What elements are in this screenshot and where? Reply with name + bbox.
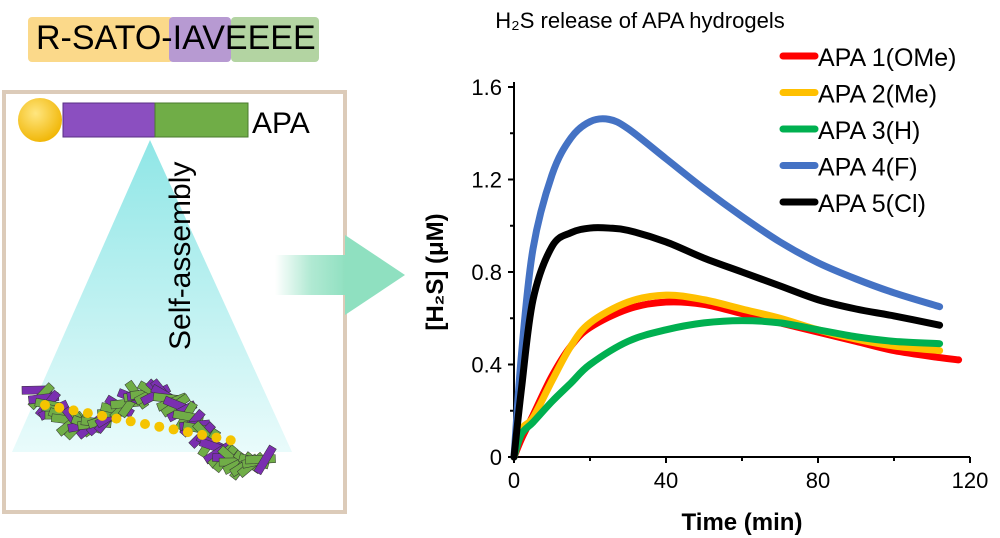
fiber-core-ball [154,421,165,432]
series-line-apa-5-cl- [510,224,944,461]
y-tick-label: 1.6 [471,75,502,100]
head-group-ball-icon [18,98,62,142]
series-line-apa-4-f- [510,115,944,461]
fiber-segment [253,444,277,476]
y-axis-label: [H₂S] (μM) [422,213,449,330]
fiber-core-ball [111,413,122,424]
iav-segment-highlight [169,17,231,62]
fiber-core-ball [82,408,93,419]
fiber-core-ball [168,424,179,435]
legend-label: APA 2(Me) [818,81,937,109]
legend-label: APA 3(H) [818,117,920,145]
green-segment-bar [154,102,249,138]
fiber-core-ball [197,429,208,440]
y-tick-label: 0.4 [471,353,502,378]
series-line-apa-3-h- [510,317,944,461]
legend-label: APA 4(F) [818,154,918,182]
legend-label: APA 1(OMe) [818,44,956,72]
fiber-core-ball [225,435,236,446]
fiber-core-ball [140,419,150,429]
legend-label: APA 5(Cl) [818,190,926,218]
arrow-icon [275,235,405,315]
x-tick-label: 40 [654,468,678,493]
legend: APA 1(OMe) APA 2(Me) APA 3(H) APA 4(F) APA 5… [779,44,956,218]
fiber-core-ball [182,427,193,438]
y-tick-label: 0 [490,445,502,470]
y-tick-label: 0.8 [471,260,502,285]
scheme-drawing: APA Self-assembly [12,98,405,481]
sato-segment-highlight [28,17,173,62]
self-assembly-label: Self-assembly [164,162,197,350]
purple-segment-bar [62,102,156,138]
fiber-core-ball [97,410,108,421]
fiber-core-ball [54,402,65,413]
x-tick-label: 80 [806,468,830,493]
y-tick-label: 1.2 [471,168,502,193]
fiber-core-ball [40,400,50,410]
x-tick-label: 120 [952,468,989,493]
apa-label: APA [252,107,310,140]
fiber-core-ball [68,405,79,416]
series-line-apa-1-ome- [510,298,963,461]
fiber-core-ball [125,416,136,427]
fiber-core-ball [211,432,222,443]
chart-title: H₂S release of APA hydrogels [495,8,784,33]
x-tick-label: 0 [508,468,520,493]
assembly-cone [12,140,292,452]
nanofiber-illustration [21,378,277,481]
eeee-segment-highlight [231,17,319,62]
sequence-text: R-SATO-IAVEEEE [36,19,316,57]
x-axis-label: Time (min) [682,509,803,536]
